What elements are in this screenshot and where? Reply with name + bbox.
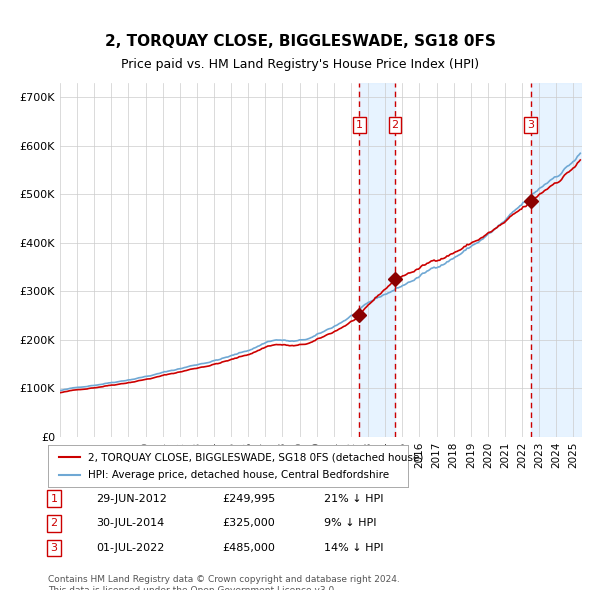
- Text: Contains HM Land Registry data © Crown copyright and database right 2024.
This d: Contains HM Land Registry data © Crown c…: [48, 575, 400, 590]
- Text: £325,000: £325,000: [222, 519, 275, 528]
- Text: 2: 2: [392, 120, 398, 130]
- Text: 2, TORQUAY CLOSE, BIGGLESWADE, SG18 0FS (detached house): 2, TORQUAY CLOSE, BIGGLESWADE, SG18 0FS …: [88, 452, 423, 462]
- Text: £249,995: £249,995: [222, 494, 275, 503]
- Text: £485,000: £485,000: [222, 543, 275, 553]
- Text: 21% ↓ HPI: 21% ↓ HPI: [324, 494, 383, 503]
- Bar: [530, 83, 582, 437]
- Text: 2: 2: [50, 519, 58, 528]
- Text: 29-JUN-2012: 29-JUN-2012: [96, 494, 167, 503]
- Text: Price paid vs. HM Land Registry's House Price Index (HPI): Price paid vs. HM Land Registry's House …: [121, 58, 479, 71]
- Text: 3: 3: [527, 120, 534, 130]
- Text: 3: 3: [50, 543, 58, 553]
- Text: 9% ↓ HPI: 9% ↓ HPI: [324, 519, 377, 528]
- Text: HPI: Average price, detached house, Central Bedfordshire: HPI: Average price, detached house, Cent…: [88, 470, 389, 480]
- Text: 2, TORQUAY CLOSE, BIGGLESWADE, SG18 0FS: 2, TORQUAY CLOSE, BIGGLESWADE, SG18 0FS: [104, 34, 496, 49]
- Bar: [359, 83, 395, 437]
- Text: 14% ↓ HPI: 14% ↓ HPI: [324, 543, 383, 553]
- Text: 1: 1: [50, 494, 58, 503]
- Text: 30-JUL-2014: 30-JUL-2014: [96, 519, 164, 528]
- Text: 1: 1: [356, 120, 363, 130]
- Text: 01-JUL-2022: 01-JUL-2022: [96, 543, 164, 553]
